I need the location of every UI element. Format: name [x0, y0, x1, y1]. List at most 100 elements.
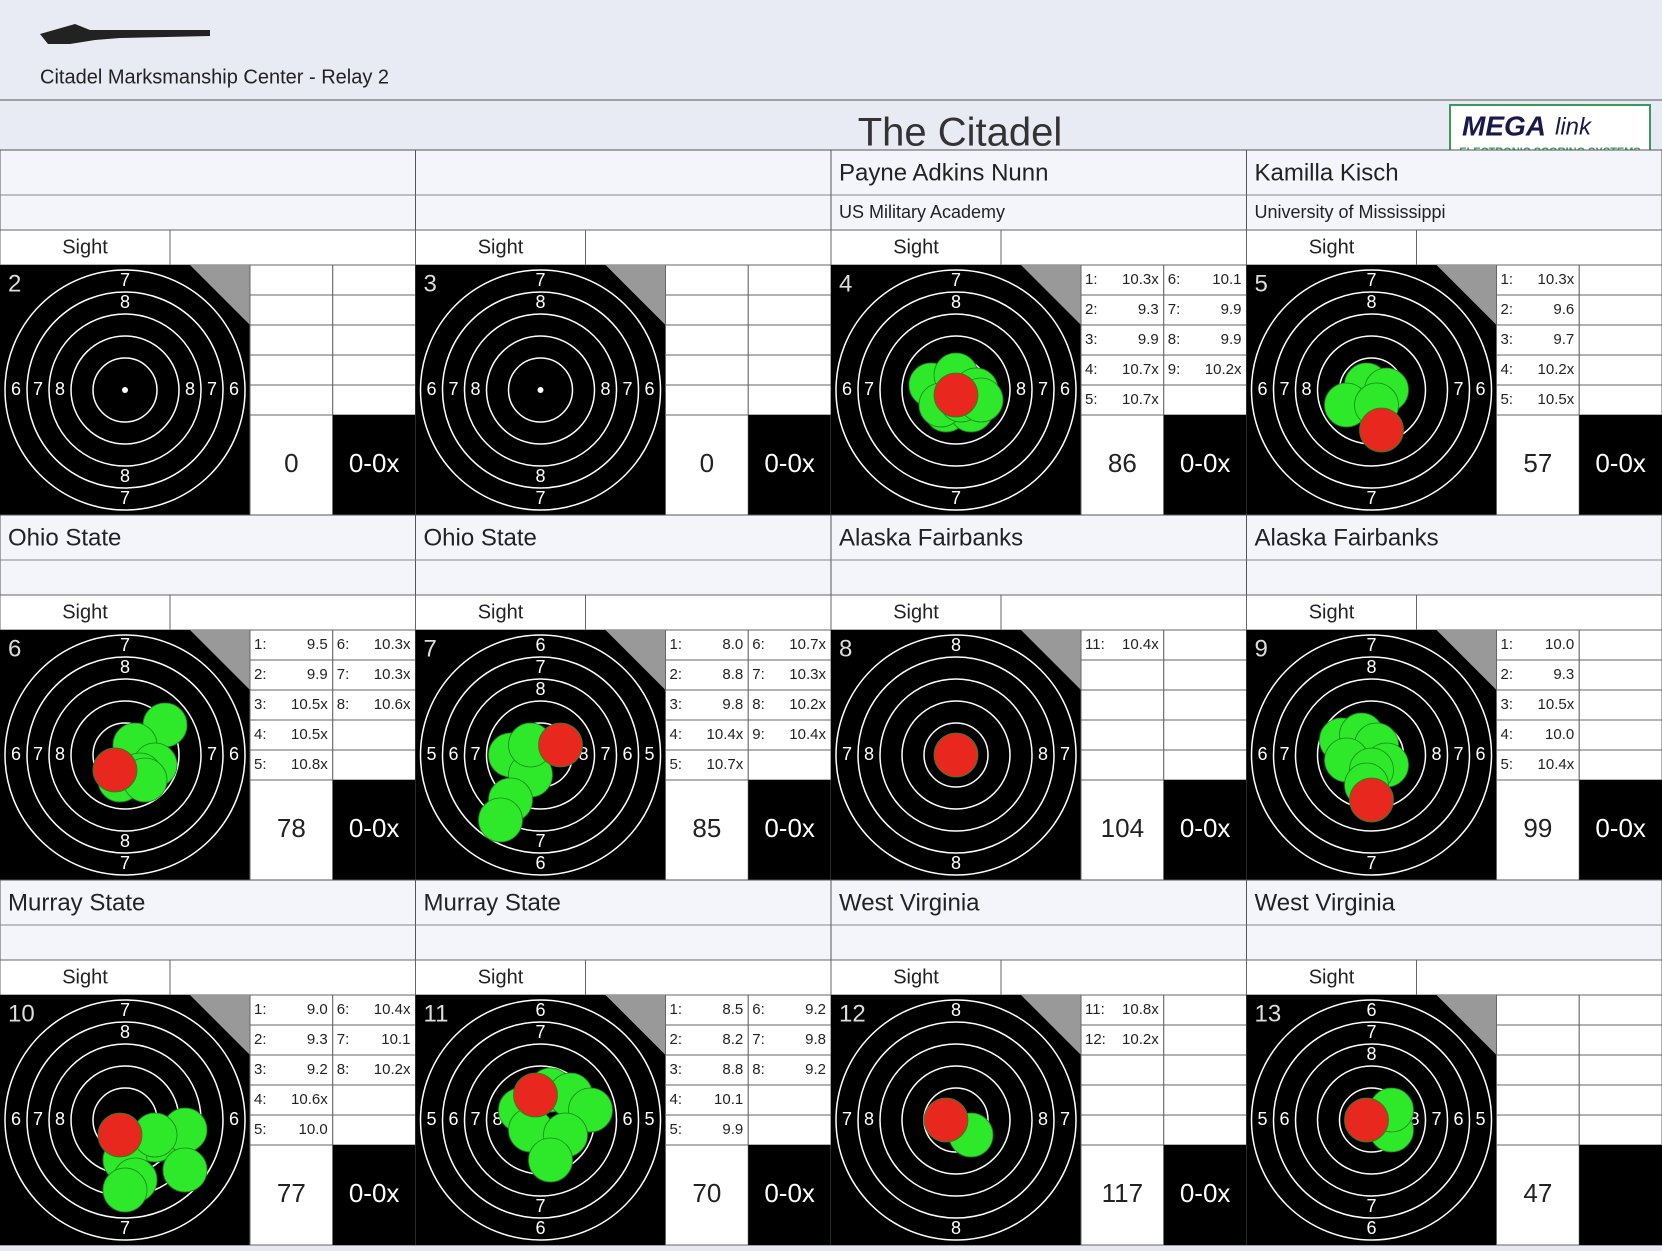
ring-label: 7	[1038, 379, 1048, 399]
sight-label: Sight	[1309, 236, 1355, 258]
last-shot	[539, 723, 583, 767]
sight-blank	[1417, 595, 1662, 630]
total-score: 0	[284, 448, 298, 478]
ring-label: 6	[1060, 379, 1070, 399]
shot-cell	[1164, 385, 1247, 415]
shot-cell	[333, 720, 416, 750]
shot-cell	[1579, 995, 1662, 1025]
x-count: 0-0x	[1180, 1178, 1231, 1208]
shot-score: 10.2x	[789, 696, 826, 713]
ring-label: 7	[1279, 744, 1289, 764]
ring-label: 6	[229, 744, 239, 764]
shot-index: 5:	[670, 1121, 683, 1138]
sight-blank	[170, 595, 416, 630]
lane-number: 10	[8, 1000, 35, 1027]
ring-label: 7	[120, 270, 130, 290]
ring-label: 8	[120, 292, 130, 312]
ring-label: 8	[1301, 379, 1311, 399]
shot-cell	[666, 325, 749, 355]
lane-number: 6	[8, 635, 21, 662]
shot-cell	[1579, 1115, 1662, 1145]
ring-label: 8	[55, 744, 65, 764]
ring-label: 5	[644, 744, 654, 764]
ring-label: 7	[120, 1218, 130, 1238]
ring-label: 6	[1257, 744, 1267, 764]
shot-index: 4:	[670, 726, 683, 743]
shot-index: 1:	[1501, 271, 1514, 288]
ring-label: 8	[951, 853, 961, 873]
shot-cell	[1497, 1085, 1580, 1115]
shot-score: 10.4x	[789, 726, 826, 743]
shot-hit	[479, 798, 523, 842]
shot-index: 4:	[1501, 361, 1514, 378]
shot-score: 10.4x	[1122, 636, 1159, 653]
sight-blank	[586, 230, 832, 265]
ring-label: 6	[1257, 379, 1267, 399]
shot-score: 9.8	[722, 696, 743, 713]
shot-cell	[1579, 265, 1662, 295]
shot-cell	[748, 355, 831, 385]
shot-score: 10.3x	[1122, 271, 1159, 288]
x-count: 0-0x	[764, 813, 815, 843]
ring-label: 6	[535, 853, 545, 873]
shot-score: 10.6x	[291, 1091, 328, 1108]
ring-label: 6	[1366, 1218, 1376, 1238]
shot-score: 9.9	[722, 1121, 743, 1138]
ring-label: 7	[1453, 744, 1463, 764]
ring-label: 5	[644, 1109, 654, 1129]
shooter-affiliation: US Military Academy	[839, 202, 1005, 222]
sight-blank	[1001, 960, 1247, 995]
shot-cell	[1579, 720, 1662, 750]
shot-score: 10.3x	[374, 636, 411, 653]
shot-index: 5:	[254, 756, 267, 773]
shot-index: 8:	[337, 1061, 350, 1078]
shot-score: 10.7x	[789, 636, 826, 653]
ring-label: 7	[120, 853, 130, 873]
shot-hit	[163, 1148, 207, 1192]
sight-blank	[586, 960, 832, 995]
ring-label: 6	[448, 1109, 458, 1129]
shot-index: 6:	[1168, 271, 1181, 288]
shot-cell	[1579, 660, 1662, 690]
shot-cell	[333, 325, 416, 355]
ring-label: 6	[229, 379, 239, 399]
sight-label: Sight	[1309, 966, 1355, 988]
shot-index: 5:	[1085, 391, 1098, 408]
last-shot	[98, 1113, 142, 1157]
ring-label: 8	[185, 379, 195, 399]
ring-label: 6	[1366, 1000, 1376, 1020]
shot-hit	[529, 1138, 573, 1182]
shot-cell	[250, 325, 333, 355]
shot-cell	[1164, 660, 1247, 690]
shot-score: 10.2x	[374, 1061, 411, 1078]
shot-score: 8.0	[722, 636, 743, 653]
shot-index: 12:	[1085, 1031, 1106, 1048]
lane-number: 7	[424, 635, 437, 662]
shot-index: 7:	[1168, 301, 1181, 318]
shot-cell	[1164, 720, 1247, 750]
total-score: 47	[1523, 1178, 1552, 1208]
sight-blank	[170, 230, 416, 265]
shooter-name: Kamilla Kisch	[1255, 159, 1399, 186]
sight-label: Sight	[893, 601, 939, 623]
last-shot	[934, 373, 978, 417]
shot-index: 9:	[752, 726, 765, 743]
ring-label: 8	[951, 1000, 961, 1020]
lane-number: 11	[424, 1000, 449, 1027]
shot-score: 10.0	[299, 1121, 328, 1138]
total-score: 70	[692, 1178, 721, 1208]
ring-label: 7	[470, 1109, 480, 1129]
shot-cell	[250, 265, 333, 295]
ring-label: 8	[951, 635, 961, 655]
shot-score: 9.8	[805, 1031, 826, 1048]
shot-score: 9.5	[307, 636, 328, 653]
shot-cell	[1081, 1115, 1164, 1145]
shot-score: 9.2	[805, 1061, 826, 1078]
shot-cell	[1497, 1025, 1580, 1055]
shot-index: 4:	[670, 1091, 683, 1108]
shooter-affiliation: University of Mississippi	[1255, 202, 1446, 222]
